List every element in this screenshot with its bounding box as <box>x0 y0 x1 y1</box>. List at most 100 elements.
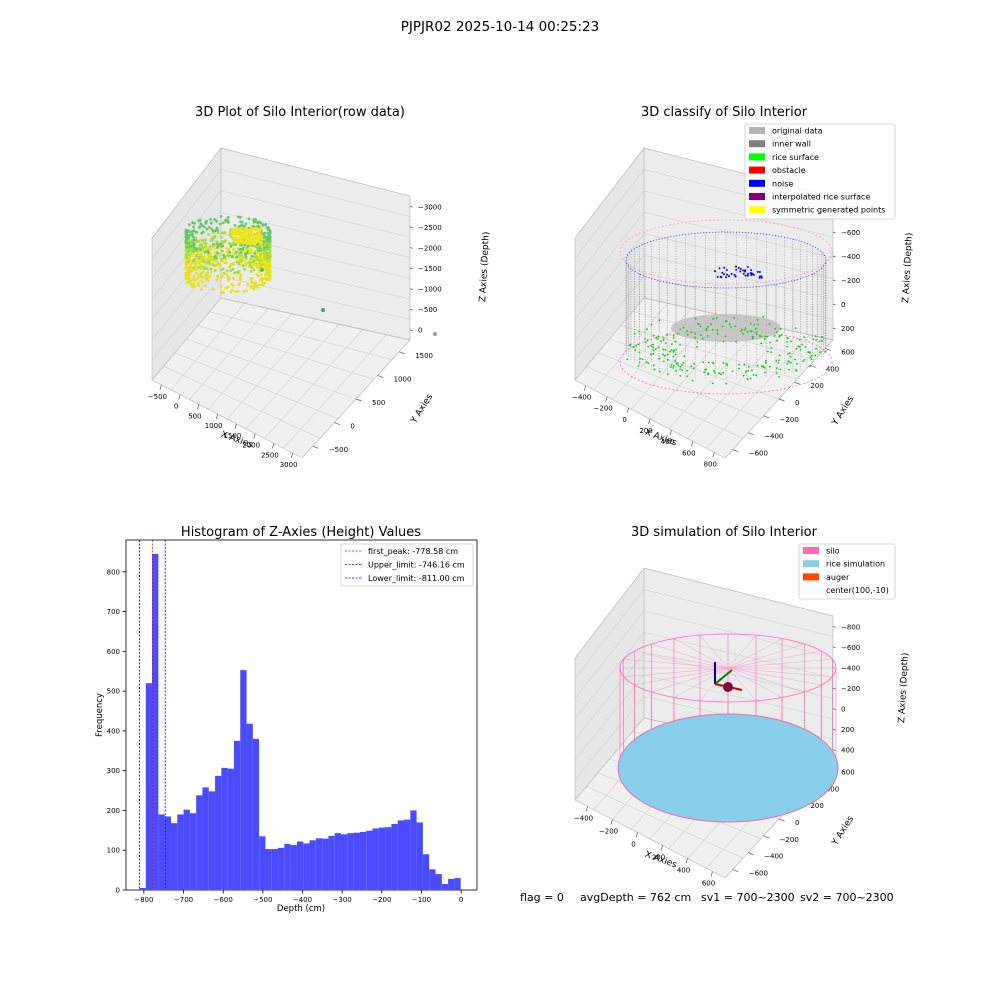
classify-legend-label: noise <box>772 179 793 188</box>
simulation-silo-roof <box>727 638 783 669</box>
raw-point <box>185 252 188 256</box>
raw-point <box>205 227 209 231</box>
classify-rice-point <box>777 362 780 364</box>
raw-point <box>268 273 272 277</box>
classify-3d-x-tick-label: 600 <box>682 449 695 457</box>
raw-point <box>260 276 264 280</box>
raw-3d-pane-floor <box>152 298 410 458</box>
classify-rice-point <box>714 372 716 374</box>
simulation-3d-x-tick <box>710 871 713 877</box>
simulation-silo-roof <box>699 635 729 669</box>
raw-3d-z-tick <box>409 247 413 249</box>
raw-point <box>194 271 198 275</box>
simulation-3d-data <box>617 633 839 823</box>
raw-3d-z-tick-label: −1000 <box>418 286 442 294</box>
histogram-x-tick-label: −200 <box>372 896 391 904</box>
simulation-3d-grid-z <box>574 674 645 760</box>
classify-3d-data <box>619 219 833 395</box>
raw-point <box>220 290 223 294</box>
raw-outlier-point <box>321 308 325 312</box>
raw-point <box>229 263 233 266</box>
simulation-auger <box>723 682 733 692</box>
raw-3d-y-tick-label: −500 <box>329 446 348 454</box>
classify-rice-point <box>786 363 789 365</box>
raw-3d-grid-y <box>174 352 339 419</box>
classify-rice-point <box>801 343 804 346</box>
classify-rice-point <box>654 348 657 350</box>
raw-3d-box-edge <box>151 297 222 381</box>
histogram-bar <box>265 849 272 890</box>
raw-point <box>200 280 204 283</box>
raw-point <box>227 248 231 252</box>
raw-point <box>261 223 265 227</box>
raw-point <box>244 238 248 242</box>
classify-rice-point <box>821 336 824 339</box>
classify-rice-point <box>682 361 685 364</box>
raw-3d-grid-y <box>186 338 357 400</box>
raw-point <box>186 239 190 243</box>
raw-point <box>265 269 269 272</box>
raw-point <box>214 256 218 260</box>
classify-rice-point <box>677 364 680 367</box>
histogram-y-tick-label: 300 <box>107 767 120 775</box>
raw-point <box>250 281 254 284</box>
classify-rice-point <box>662 348 665 351</box>
raw-point <box>264 223 267 227</box>
classify-noise-point <box>747 273 749 275</box>
classify-rice-point <box>667 353 669 356</box>
raw-point <box>220 235 223 239</box>
simulation-3d-y-tick-label: −400 <box>764 853 783 861</box>
histogram-y-tick-label: 700 <box>107 608 120 616</box>
classify-rice-point <box>724 335 727 338</box>
classify-rice-point <box>776 372 778 374</box>
classify-rice-point <box>718 372 720 375</box>
classify-rice-point <box>755 331 758 333</box>
raw-3d-y-tick <box>312 445 319 449</box>
histogram-legend-frame <box>340 543 474 587</box>
classify-3d-ylabel: Y Axies <box>830 394 856 428</box>
raw-point <box>186 268 190 272</box>
histogram-legend-label: Upper_limit: -746.16 cm <box>368 561 465 570</box>
raw-point <box>201 250 205 253</box>
classify-rice-point <box>778 354 781 357</box>
classify-rice-point <box>769 341 772 344</box>
raw-point <box>247 217 251 221</box>
classify-rice-point <box>786 340 789 343</box>
classify-rice-point <box>753 324 756 326</box>
raw-point <box>189 269 193 272</box>
classify-rice-point <box>670 364 673 366</box>
classify-noise-point <box>735 268 738 271</box>
raw-point <box>232 247 236 251</box>
simulation-3d-z-tick-label: 400 <box>841 747 854 755</box>
classify-rice-point <box>814 354 817 357</box>
raw-point <box>228 232 232 236</box>
simulation-3d-x-tick <box>610 819 613 825</box>
raw-point <box>195 248 199 251</box>
classify-rice-point <box>803 358 806 361</box>
classify-rice-point <box>686 375 689 378</box>
raw-3d-y-tick-label: 1000 <box>394 375 412 383</box>
classify-3d-x-tick-label: −200 <box>594 405 613 413</box>
classify-rice-point <box>637 365 640 367</box>
classify-legend-swatch <box>749 166 765 174</box>
classify-noise-point <box>756 270 759 273</box>
raw-point <box>258 244 262 248</box>
raw-point <box>241 264 245 267</box>
raw-point <box>257 220 261 224</box>
raw-point <box>256 266 259 270</box>
footer-sv2: sv2 = 700~2300 <box>800 891 894 904</box>
raw-point <box>268 232 271 236</box>
raw-3d-grid-y <box>163 366 321 439</box>
histogram-y-tick-label: 0 <box>116 887 120 895</box>
classify-rice-point <box>735 340 737 343</box>
raw-3d-z-tick <box>409 329 413 332</box>
raw-3d-y-tick-label: 500 <box>372 399 385 407</box>
simulation-3d-y-tick-label: −600 <box>749 870 768 878</box>
raw-point <box>248 241 252 245</box>
classify-rice-point <box>677 333 679 335</box>
raw-point <box>231 242 235 246</box>
classify-3d-y-tick <box>732 449 739 452</box>
classify-rice-point <box>815 347 817 350</box>
classify-noise-point <box>734 275 737 278</box>
classify-rice-point <box>774 327 777 330</box>
